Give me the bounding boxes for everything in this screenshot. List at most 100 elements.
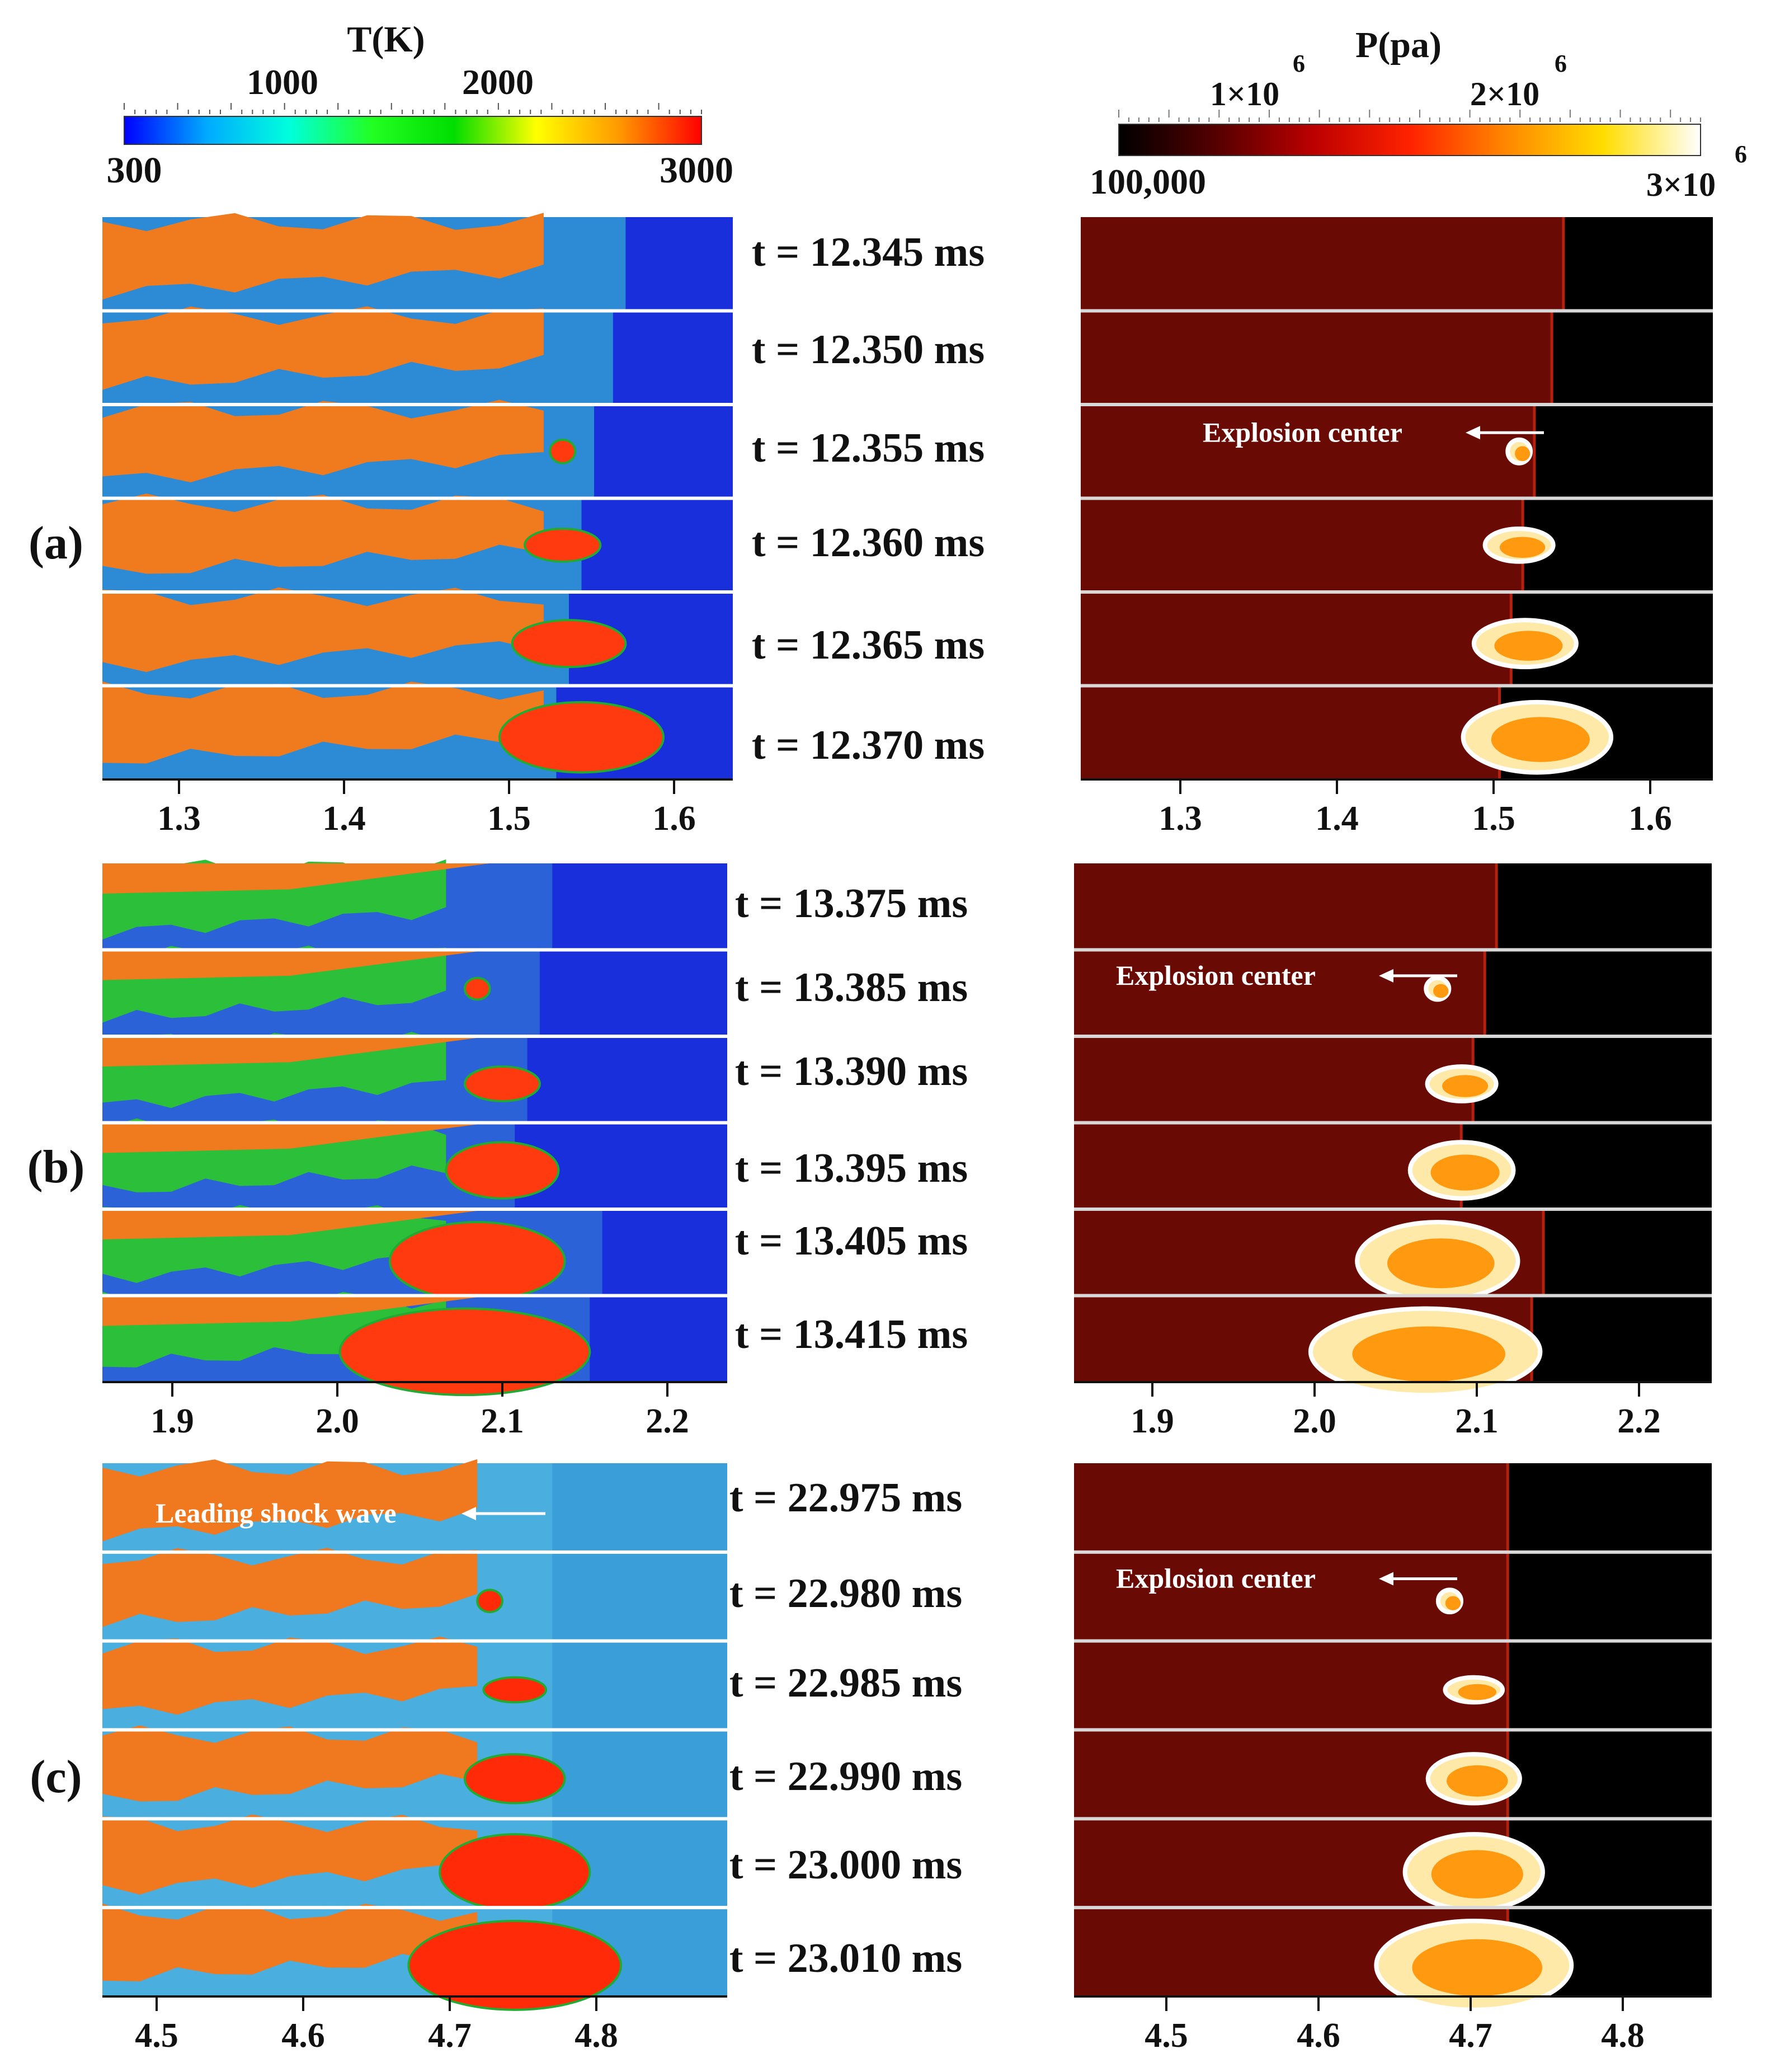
x-tick-label: 4.7 [428, 2017, 472, 2055]
fireball [550, 440, 575, 463]
pressure-strip [1074, 1730, 1712, 1819]
explosion-core [1491, 717, 1590, 762]
temperature-colorbar: T(K) 1000 2000 300 3000 [107, 19, 734, 191]
temperature-strip [102, 1548, 727, 1641]
shocked-region [1081, 686, 1500, 780]
shocked-region [1074, 1123, 1461, 1210]
pressure-tick2-base: 2×10 [1470, 76, 1539, 112]
x-tick-label: 2.1 [481, 1402, 524, 1440]
temperature-strip [102, 1291, 727, 1395]
pressure-strip [1081, 499, 1713, 593]
x-tick-label: 1.6 [652, 800, 696, 838]
pressure-colorbar-gradient [1119, 124, 1701, 156]
pressure-strip [1081, 311, 1713, 405]
x-tick-label: 4.5 [135, 2017, 178, 2055]
explosion-center-annotation: Explosion center [1116, 960, 1316, 991]
temperature-colorbar-gradient [124, 116, 701, 144]
explosion-core [1352, 1326, 1505, 1382]
time-label: t = 13.405 ms [735, 1218, 968, 1264]
temperature-strip [102, 1815, 727, 1910]
temperature-tick-label: 1000 [247, 62, 318, 102]
time-label: t = 12.370 ms [752, 722, 985, 768]
temperature-strip [102, 946, 727, 1036]
pressure-max-exp: 6 [1735, 140, 1747, 168]
x-tick-label: 1.3 [157, 800, 201, 838]
pressure-strip [1074, 1296, 1712, 1396]
x-tick-label: 1.6 [1628, 800, 1672, 838]
panel-label: (c) [30, 1751, 82, 1803]
x-tick-label: 2.2 [646, 1402, 689, 1440]
x-tick-label: 4.6 [1297, 2017, 1340, 2055]
panel-label: (b) [27, 1141, 85, 1193]
explosion-core [1445, 1596, 1461, 1610]
temperature-max-label: 3000 [660, 150, 733, 191]
temperature-strip [102, 1032, 727, 1122]
x-tick-label: 1.9 [1131, 1402, 1174, 1440]
time-label: t = 22.990 ms [729, 1754, 962, 1800]
explosion-core [1431, 1154, 1500, 1190]
x-tick-label: 2.0 [1293, 1402, 1336, 1440]
shocked-region [1081, 592, 1511, 686]
time-label: t = 12.355 ms [752, 425, 985, 471]
explosion-center-annotation: Explosion center [1203, 416, 1402, 448]
pressure-strip [1081, 217, 1713, 311]
temperature-colorbar-ticks [124, 103, 701, 114]
panels: (a)t = 12.345 mst = 12.350 mst = 12.355 … [27, 213, 1713, 2055]
temperature-strip [102, 859, 727, 950]
explosion-core [1433, 984, 1448, 998]
explosion-center-annotation: Explosion center [1116, 1562, 1316, 1594]
x-tick-label: 2.0 [315, 1402, 359, 1440]
fireball [512, 620, 626, 667]
shocked-region [1081, 311, 1552, 405]
fireball [465, 1066, 540, 1101]
time-label: t = 12.345 ms [752, 229, 985, 275]
temperature-colorbar-title: T(K) [347, 19, 425, 60]
explosion-core [1447, 1765, 1508, 1797]
shocked-region [1081, 217, 1564, 311]
panel-c: (c) t = 22.975 ms t = 22.980 ms t = 22.985 … [30, 1459, 1712, 2055]
pressure-strip [1074, 1641, 1712, 1730]
temperature-strip [102, 682, 733, 779]
x-tick-label: 1.9 [150, 1402, 194, 1440]
pressure-strip [1081, 592, 1713, 686]
explosion-core [1458, 1684, 1496, 1700]
x-tick-label: 1.4 [1315, 800, 1359, 838]
fireball [446, 1142, 558, 1198]
x-tick-label: 2.2 [1617, 1402, 1661, 1440]
fireball [440, 1834, 590, 1910]
pressure-strip [1074, 1907, 1712, 2010]
pressure-tick1-base: 1×10 [1210, 76, 1279, 112]
explosion-core [1431, 1850, 1523, 1898]
panel-b: (b)t = 13.375 mst = 13.385 mst = 13.390 … [27, 859, 1712, 1440]
time-label: t = 13.415 ms [735, 1312, 968, 1357]
temperature-strip [102, 1726, 727, 1819]
temperature-strip [102, 1637, 727, 1730]
pressure-colorbar-ticks [1119, 110, 1701, 122]
explosion-core [1412, 1939, 1543, 1996]
x-tick-label: 4.5 [1145, 2017, 1188, 2055]
x-tick-label: 1.4 [322, 800, 366, 838]
pressure-max-base: 3×10 [1646, 166, 1716, 203]
time-label: t = 13.390 ms [735, 1049, 968, 1094]
explosion-core [1500, 537, 1545, 558]
pressure-strip [1074, 1123, 1712, 1210]
x-tick-label: 4.6 [281, 2017, 325, 2055]
fireball [465, 1754, 565, 1803]
leading-shock-annotation: Leading shock wave [156, 1497, 397, 1529]
x-tick-label: 4.8 [1601, 2017, 1645, 2055]
temperature-strip [102, 1119, 727, 1209]
panel-label: (a) [29, 517, 83, 569]
time-label: t = 13.385 ms [735, 965, 968, 1011]
fireball [500, 702, 663, 773]
temperature-strip [102, 1904, 727, 2010]
pressure-strip [1081, 686, 1713, 780]
temperature-strip [102, 307, 733, 405]
explosion-core [1494, 631, 1562, 661]
time-label: t = 12.365 ms [752, 622, 985, 668]
pressure-colorbar: P(pa) 1×10 6 2×10 6 100,000 3×10 6 [1090, 25, 1747, 203]
temperature-min-label: 300 [107, 150, 162, 191]
time-label: t = 22.980 ms [729, 1571, 962, 1617]
x-tick-label: 1.5 [1472, 800, 1515, 838]
time-label: t = 13.395 ms [735, 1145, 968, 1191]
